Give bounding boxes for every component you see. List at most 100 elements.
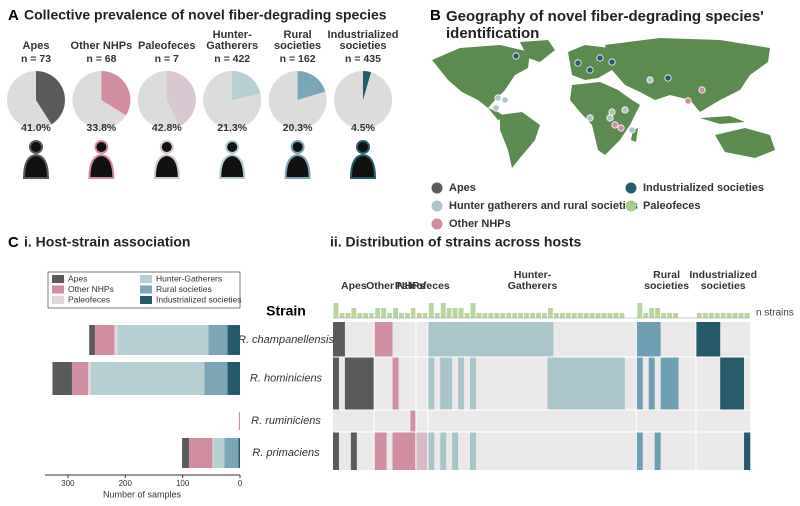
- sample-size: n = 68: [86, 53, 116, 65]
- heatmap-cell: [642, 410, 650, 432]
- heatmap-cell: [618, 432, 626, 470]
- heatmap-cell: [577, 357, 584, 410]
- heatmap-cell: [565, 357, 572, 410]
- x-tick-label: 0: [238, 479, 243, 488]
- heatmap-cell: [511, 322, 518, 357]
- count-bar: [702, 313, 708, 318]
- group-label: Rural societies: [644, 269, 690, 292]
- heatmap-cell: [541, 357, 548, 410]
- heatmap-cell: [636, 410, 644, 432]
- heatmap-cell: [333, 357, 340, 410]
- group-label: Other NHPs: [366, 280, 426, 292]
- heatmap-cell: [726, 322, 733, 357]
- site-dot: [606, 114, 614, 122]
- heatmap-cell: [410, 357, 417, 410]
- heatmap-cell: [350, 410, 358, 432]
- value-label: 4.5%: [351, 122, 376, 134]
- site-dot: [611, 121, 619, 129]
- heatmap-cell: [493, 357, 501, 410]
- panel-letter: B: [430, 7, 441, 24]
- heatmap-cell: [499, 322, 507, 357]
- legend-label: Industrialized societies: [156, 294, 242, 304]
- heatmap-cell: [583, 432, 590, 470]
- heatmap-cell: [344, 432, 352, 470]
- count-bar: [500, 313, 506, 318]
- icon-head: [225, 140, 240, 154]
- heatmap-cell: [452, 410, 459, 432]
- heatmap-cell: [493, 322, 501, 357]
- heatmap-cell: [458, 432, 465, 470]
- heatmap-cell: [738, 410, 745, 432]
- count-bar: [744, 313, 750, 318]
- pie-slice: [36, 71, 66, 125]
- heatmap-cell: [475, 410, 483, 432]
- heatmap-cell: [577, 410, 584, 432]
- legend-swatch: [140, 275, 152, 283]
- heatmap-cell: [666, 322, 673, 357]
- count-bar: [583, 313, 589, 318]
- heatmap-cell: [732, 432, 739, 470]
- bar-segment: [212, 438, 214, 468]
- legend-swatch: [431, 182, 443, 194]
- sample-size: n = 422: [214, 53, 250, 65]
- count-bar: [589, 313, 595, 318]
- bar-segment: [114, 325, 118, 355]
- heatmap-cell: [541, 432, 548, 470]
- count-bar: [512, 313, 518, 318]
- heatmap-cell: [636, 432, 644, 470]
- heatmap-cell: [630, 357, 638, 410]
- heatmap-cell: [440, 432, 447, 470]
- panel-title: Geography of novel fiber-degrading speci…: [446, 8, 764, 42]
- heatmap-cell: [386, 432, 393, 470]
- heatmap-cell: [672, 357, 679, 410]
- heatmap-cell: [696, 322, 703, 357]
- heatmap-cell: [529, 410, 536, 432]
- x-tick-label: 100: [176, 479, 190, 488]
- pie-label: Hunter-Gatherers: [206, 29, 259, 52]
- heatmap-cell: [684, 357, 691, 410]
- pie-slice: [363, 71, 372, 100]
- heatmap-cell: [434, 357, 441, 410]
- land: [500, 112, 540, 168]
- heatmap-cell: [618, 410, 626, 432]
- heatmap-cell: [464, 410, 471, 432]
- heatmap-cell: [690, 357, 697, 410]
- heatmap-cell: [470, 357, 477, 410]
- y-tick-label: R. champanellensis: [238, 334, 334, 346]
- bar-segment: [90, 362, 205, 395]
- heatmap-cell: [607, 432, 614, 470]
- heatmap-cell: [517, 322, 524, 357]
- count-bar: [393, 308, 399, 318]
- bar-segment: [117, 325, 209, 355]
- heatmap-cell: [654, 357, 661, 410]
- heatmap-cell: [458, 357, 465, 410]
- group-label: Hunter-Gatherers: [507, 269, 558, 292]
- count-bar: [595, 313, 601, 318]
- heatmap-cell: [666, 357, 673, 410]
- heatmap-cell: [505, 432, 513, 470]
- heatmap-cell: [344, 322, 352, 357]
- heatmap-cell: [618, 357, 626, 410]
- site-dot: [646, 76, 654, 84]
- heatmap-cell: [481, 322, 489, 357]
- heatmap-cell: [475, 322, 483, 357]
- count-bar: [333, 303, 339, 318]
- count-bar: [571, 313, 577, 318]
- heatmap-cell: [678, 322, 685, 357]
- heatmap-cell: [571, 357, 578, 410]
- heatmap-cell: [499, 432, 507, 470]
- legend-swatch: [431, 218, 443, 230]
- heatmap-cell: [404, 410, 411, 432]
- sample-size: n = 7: [155, 53, 179, 65]
- heatmap-cell: [464, 432, 471, 470]
- heatmap-cell: [732, 410, 739, 432]
- heatmap-cell: [672, 410, 679, 432]
- site-dot: [617, 124, 625, 132]
- heatmap-cell: [416, 432, 423, 470]
- group-label: Industrialized societies: [689, 269, 758, 292]
- heatmap-cell: [720, 432, 727, 470]
- heatmap-cell: [708, 432, 715, 470]
- count-bar: [434, 313, 440, 318]
